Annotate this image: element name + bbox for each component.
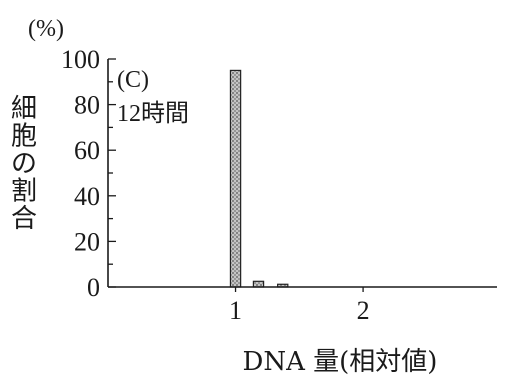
y-tick-label: 80 (74, 91, 100, 120)
panel-label: (C) (117, 67, 149, 93)
y-unit-label: (%) (28, 16, 64, 42)
y-axis-label-char: 胞 (11, 122, 37, 152)
condition-label: 12時間 (117, 100, 189, 127)
x-axis-label: DNA 量(相対値) (243, 347, 438, 377)
x-tick-label: 1 (229, 296, 242, 325)
bar (230, 70, 240, 287)
y-tick-label: 0 (87, 273, 100, 302)
y-tick-label: 60 (74, 136, 100, 165)
bars (230, 70, 287, 287)
x-tick-label: 2 (357, 296, 370, 325)
y-tick-label: 40 (74, 182, 100, 211)
bar (253, 281, 263, 287)
y-tick-label: 20 (74, 227, 100, 256)
y-axis-label-char: 細 (11, 94, 37, 124)
y-axis-label-char: の (11, 149, 37, 179)
y-axis-label-char: 合 (11, 204, 37, 234)
y-tick-label: 100 (61, 45, 100, 74)
y-axis-label-char: 割 (11, 177, 37, 207)
